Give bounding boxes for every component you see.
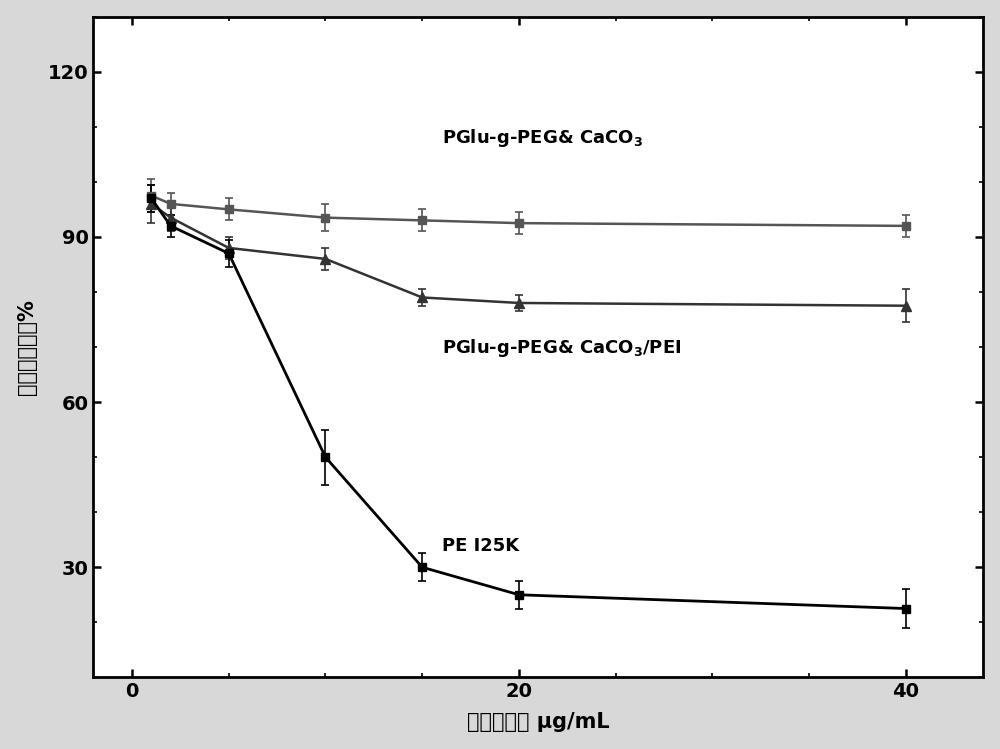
- Text: PGlu-g-PEG& CaCO$_3$: PGlu-g-PEG& CaCO$_3$: [442, 127, 642, 149]
- Text: PGlu-g-PEG& CaCO$_3$/PEI: PGlu-g-PEG& CaCO$_3$/PEI: [442, 336, 681, 359]
- Y-axis label: 细胞存活率，%: 细胞存活率，%: [17, 299, 37, 395]
- Text: PE I25K: PE I25K: [442, 537, 519, 555]
- X-axis label: 聚合物浓度 μg/mL: 聚合物浓度 μg/mL: [467, 712, 610, 733]
